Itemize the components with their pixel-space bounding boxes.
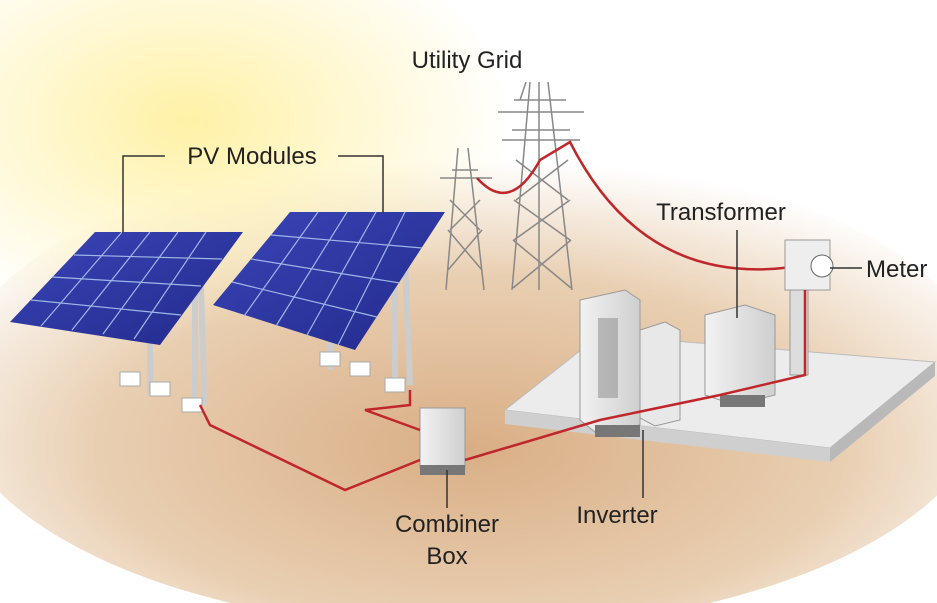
pv-modules-label: PV Modules: [187, 143, 316, 170]
meter-unit: [784, 239, 834, 376]
utility-towers: [440, 81, 584, 291]
inverter-unit: [579, 289, 681, 437]
utility-grid-label: Utility Grid: [412, 47, 523, 74]
transformer-unit: [704, 304, 776, 407]
grid-line: [476, 140, 821, 271]
combiner-label: Box: [426, 543, 467, 570]
transformer-label: Transformer: [656, 199, 786, 226]
pv-array-2: [213, 211, 445, 393]
combiner-unit: [419, 407, 466, 475]
meter-label: Meter: [866, 256, 927, 283]
dc-wiring: [198, 290, 807, 492]
inverter-label: Inverter: [576, 502, 657, 529]
leader-lines: [122, 155, 862, 508]
combiner-label: Combiner: [395, 511, 499, 538]
pv-array-1: [10, 231, 243, 413]
